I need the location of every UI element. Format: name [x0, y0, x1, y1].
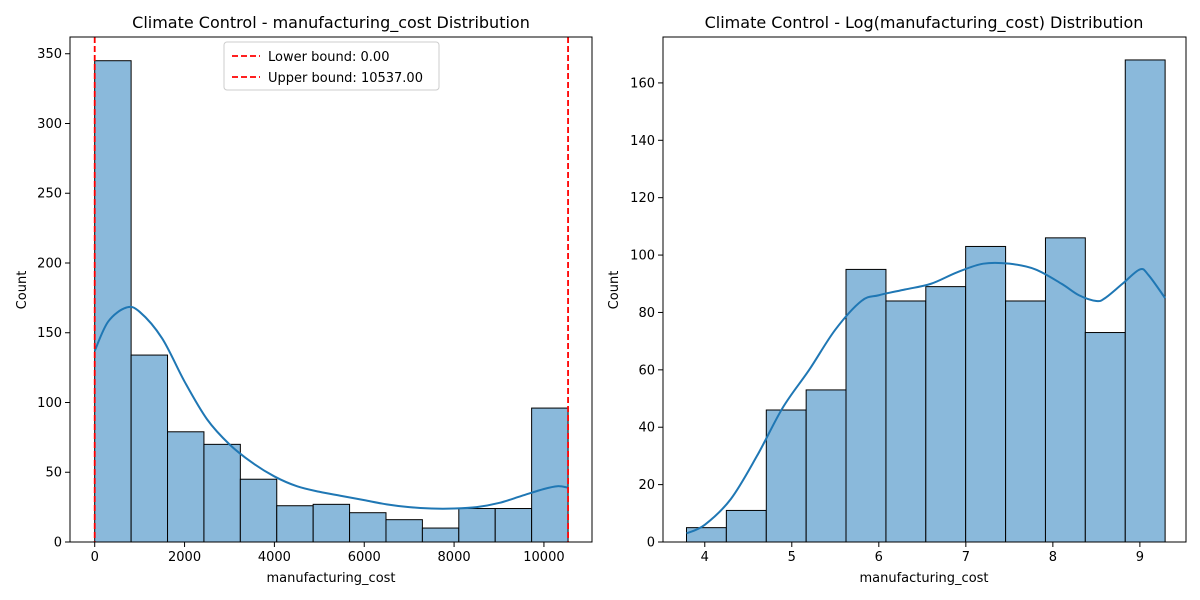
right-bar — [805, 389, 847, 543]
right-chart: Climate Control - Log(manufacturing_cost… — [607, 13, 1187, 586]
right-x-tick-label: 8 — [1049, 550, 1057, 565]
left-y-tick-label: 150 — [37, 326, 62, 341]
right-y-tick-label: 140 — [630, 134, 655, 149]
right-bar — [845, 268, 887, 543]
right-y-tick-label: 60 — [638, 363, 655, 378]
left-bar — [458, 508, 496, 543]
left-x-tick-label: 10000 — [523, 550, 564, 565]
right-x-tick-label: 9 — [1136, 550, 1144, 565]
right-x-axis-label: manufacturing_cost — [859, 571, 988, 586]
left-bar — [349, 512, 387, 543]
left-bar — [312, 503, 351, 543]
right-x-tick-label: 5 — [788, 550, 796, 565]
right-bar — [965, 245, 1007, 543]
right-chart-title: Climate Control - Log(manufacturing_cost… — [705, 13, 1144, 33]
legend-upper-bound-label: Upper bound: 10537.00 — [268, 71, 423, 86]
right-bar — [1005, 300, 1046, 543]
left-x-tick-label: 4000 — [258, 550, 291, 565]
right-y-axis-label: Count — [607, 271, 622, 310]
left-kde-line — [93, 305, 569, 510]
right-y-tick-label: 100 — [630, 249, 655, 264]
right-bar — [925, 286, 967, 543]
right-plot-area: 4 5 6 7 8 9 0 20 40 60 80 100 120 140 160 — [630, 36, 1187, 565]
right-kde-line — [686, 261, 1166, 535]
right-x-tick-label: 4 — [701, 550, 709, 565]
right-y-tick-label: 80 — [638, 306, 655, 321]
right-bar — [685, 527, 727, 543]
left-y-tick-label: 300 — [37, 117, 62, 132]
left-y-tick-label: 200 — [37, 256, 62, 271]
left-chart-title: Climate Control - manufacturing_cost Dis… — [132, 13, 530, 33]
left-plot-area: 0 2000 4000 6000 8000 10000 0 50 100 150 200 250 300… — [37, 36, 593, 565]
left-x-tick-label: 2000 — [168, 550, 201, 565]
right-x-tick-label: 6 — [875, 550, 883, 565]
left-bar — [531, 407, 569, 543]
left-y-tick-label: 0 — [54, 536, 62, 551]
left-y-tick-label: 350 — [37, 47, 62, 62]
right-bar — [765, 409, 807, 543]
left-bar — [130, 354, 169, 543]
left-chart: Climate Control - manufacturing_cost Dis… — [15, 13, 593, 586]
legend-lower-bound-label: Lower bound: 0.00 — [268, 50, 389, 65]
left-y-tick-label: 250 — [37, 187, 62, 202]
left-bar — [167, 431, 205, 543]
left-x-tick-label: 8000 — [438, 550, 471, 565]
left-y-tick-label: 100 — [37, 396, 62, 411]
left-bar — [494, 508, 533, 543]
left-x-tick-label: 0 — [91, 550, 99, 565]
right-y-tick-label: 0 — [647, 536, 655, 551]
right-bar — [1124, 59, 1166, 543]
right-bar — [725, 509, 767, 543]
right-axes-frame — [662, 36, 1187, 543]
right-y-tick-label: 160 — [630, 76, 655, 91]
left-bar — [385, 519, 423, 543]
right-x-tick-label: 7 — [962, 550, 970, 565]
left-bar — [203, 443, 241, 543]
left-bar — [239, 478, 278, 543]
right-y-tick-label: 40 — [638, 421, 655, 436]
left-y-axis-label: Count — [15, 271, 30, 310]
right-bar — [1044, 237, 1086, 543]
left-bar — [421, 527, 460, 543]
left-bar — [276, 505, 314, 543]
right-y-tick-label: 120 — [630, 191, 655, 206]
left-axes-frame — [69, 36, 593, 543]
left-y-tick-label: 50 — [45, 466, 62, 481]
left-bar — [94, 60, 132, 543]
right-bar — [1084, 332, 1126, 543]
left-x-axis-label: manufacturing_cost — [266, 571, 395, 586]
right-y-tick-label: 20 — [638, 478, 655, 493]
legend-box — [223, 41, 440, 91]
left-x-tick-label: 6000 — [348, 550, 381, 565]
right-bar — [885, 300, 927, 543]
left-legend: Lower bound: 0.00 Upper bound: 10537.00 — [223, 41, 440, 91]
